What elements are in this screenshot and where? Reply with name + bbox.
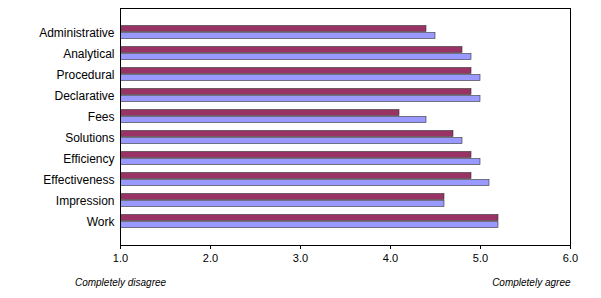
svg-text:Procedural: Procedural xyxy=(56,68,114,82)
svg-text:1.0: 1.0 xyxy=(113,252,128,264)
svg-text:3.0: 3.0 xyxy=(293,252,308,264)
svg-text:Completely disagree: Completely disagree xyxy=(75,277,167,288)
svg-text:4.0: 4.0 xyxy=(383,252,398,264)
svg-text:5.0: 5.0 xyxy=(473,252,488,264)
svg-text:Effectiveness: Effectiveness xyxy=(43,173,114,187)
svg-text:Declarative: Declarative xyxy=(54,89,114,103)
svg-text:Administrative: Administrative xyxy=(39,26,115,40)
svg-text:Impression: Impression xyxy=(56,194,115,208)
svg-text:Solutions: Solutions xyxy=(65,131,114,145)
svg-text:Completely agree: Completely agree xyxy=(492,277,571,288)
svg-text:Analytical: Analytical xyxy=(63,47,114,61)
svg-text:2.0: 2.0 xyxy=(203,252,218,264)
svg-text:Fees: Fees xyxy=(88,110,115,124)
svg-text:Efficiency: Efficiency xyxy=(63,152,114,166)
svg-text:Work: Work xyxy=(87,215,116,229)
svg-text:6.0: 6.0 xyxy=(563,252,578,264)
